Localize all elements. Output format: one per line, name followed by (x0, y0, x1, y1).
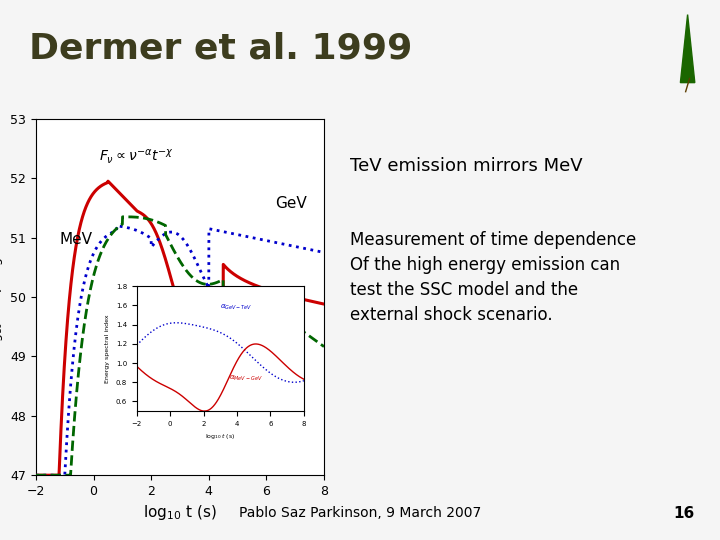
Text: Measurement of time dependence
Of the high energy emission can
test the SSC mode: Measurement of time dependence Of the hi… (350, 231, 636, 324)
Text: GeV: GeV (275, 196, 307, 211)
Text: $F_\nu \propto \nu^{-\alpha} t^{-\chi}$: $F_\nu \propto \nu^{-\alpha} t^{-\chi}$ (99, 148, 174, 166)
Text: TeV: TeV (272, 392, 299, 407)
Text: 16: 16 (673, 505, 695, 521)
Polygon shape (685, 78, 690, 92)
Text: Dermer et al. 1999: Dermer et al. 1999 (29, 32, 412, 65)
X-axis label: log$_{10}$ t (s): log$_{10}$ t (s) (143, 503, 217, 523)
Text: MeV: MeV (59, 232, 92, 247)
Polygon shape (680, 15, 695, 83)
Y-axis label: log$_{10}$[t*νL$_\nu$ (ergs)]: log$_{10}$[t*νL$_\nu$ (ergs)] (0, 241, 5, 353)
Text: Pablo Saz Parkinson, 9 March 2007: Pablo Saz Parkinson, 9 March 2007 (239, 506, 481, 520)
Text: TeV emission mirrors MeV: TeV emission mirrors MeV (350, 157, 582, 174)
